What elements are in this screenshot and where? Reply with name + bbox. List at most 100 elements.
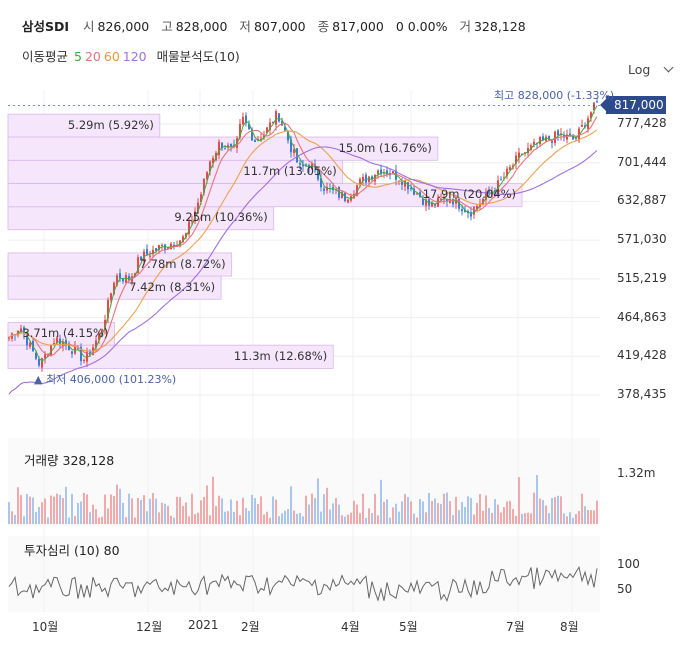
volume-bar — [158, 512, 160, 524]
volume-bar — [518, 477, 520, 524]
candle-body — [212, 158, 214, 164]
candle-body — [515, 155, 517, 164]
volume-bar — [443, 493, 445, 524]
volume-bar — [185, 502, 187, 524]
volume-bar — [119, 488, 121, 524]
volume-panel-label: 거래량 — [24, 453, 59, 468]
volume-profile-label: 11.7m (13.05%) — [243, 163, 337, 178]
volume-bar — [140, 499, 142, 524]
volume-bar — [194, 514, 196, 524]
volume-bar — [536, 475, 538, 524]
volume-bar — [365, 517, 367, 524]
volume-bar — [188, 516, 190, 524]
volume-bar — [404, 494, 406, 524]
candle-body — [317, 169, 319, 180]
volume-bar — [263, 514, 265, 524]
candle-body — [134, 273, 136, 277]
volume-bar — [431, 501, 433, 524]
x-axis-label: 5월 — [399, 620, 418, 634]
candle-body — [413, 188, 415, 195]
volume-bar — [593, 510, 595, 524]
candle-body — [86, 351, 88, 362]
volume-bar — [35, 512, 37, 524]
volume-bar — [473, 514, 475, 524]
volume-bar — [314, 498, 316, 524]
candle-body — [482, 198, 484, 205]
candle-body — [485, 191, 487, 200]
volume-bar — [290, 486, 292, 524]
volume-bar — [542, 499, 544, 524]
candle-body — [581, 125, 583, 127]
x-axis-label: 8월 — [560, 620, 579, 634]
volume-bar — [29, 496, 31, 524]
candle-body — [35, 352, 37, 359]
volume-bar — [266, 511, 268, 524]
high-label: 고 — [161, 19, 173, 34]
candle-body — [167, 247, 169, 249]
candle-body — [596, 101, 598, 103]
volume-bar — [230, 499, 232, 524]
candle-body — [38, 359, 40, 366]
volume-bar — [227, 511, 229, 524]
volume-profile-legend[interactable]: 매물분석도(10) — [156, 49, 240, 64]
ma5-line — [8, 105, 598, 362]
candle-body — [473, 207, 475, 215]
volume-bar — [569, 512, 571, 524]
candle-body — [356, 185, 358, 196]
volume-bar — [68, 517, 70, 524]
candle-body — [503, 177, 505, 179]
volume-bar — [134, 517, 136, 524]
volume-bar — [449, 501, 451, 524]
volume-profile-label: 9.25m (10.36%) — [174, 210, 268, 225]
volume-bar — [278, 516, 280, 524]
ma60-line — [8, 129, 598, 352]
volume-label: 거 — [459, 19, 471, 34]
volume-bar — [143, 495, 145, 524]
candle-body — [188, 221, 190, 235]
volume-profile-label: 5.29m (5.92%) — [67, 117, 154, 132]
candle-body — [446, 199, 448, 202]
volume-bar — [587, 510, 589, 524]
candle-body — [431, 202, 433, 207]
volume-bar — [203, 497, 205, 524]
volume-bar — [110, 494, 112, 524]
candle-body — [299, 163, 301, 165]
candle-body — [41, 358, 43, 368]
current-price-tag: 817,000 — [600, 96, 666, 114]
candle-body — [392, 171, 394, 174]
volume-profile-bar — [7, 136, 439, 161]
volume-bar — [215, 505, 217, 524]
candle-body — [557, 130, 559, 136]
ma-5: 5 — [74, 49, 82, 64]
y-tick-label: 515,219 — [617, 270, 667, 285]
candle-body — [404, 180, 406, 187]
volume-bar — [458, 510, 460, 524]
volume-bar — [425, 512, 427, 524]
candle-body — [128, 276, 130, 281]
volume-bar — [371, 513, 373, 524]
candle-body — [566, 134, 568, 140]
candle-body — [386, 170, 388, 175]
volume-bar — [224, 511, 226, 524]
candle-body — [497, 180, 499, 194]
x-axis-label: 7월 — [506, 620, 525, 634]
volume-bar — [470, 498, 472, 524]
volume-bar — [17, 487, 19, 524]
volume-bar — [554, 497, 556, 524]
candle-body — [506, 168, 508, 176]
volume-bar — [113, 496, 115, 524]
volume-value: 328,128 — [473, 19, 526, 34]
candle-body — [320, 178, 322, 188]
volume-bar — [419, 498, 421, 524]
volume-bar — [281, 513, 283, 524]
candle-body — [263, 134, 265, 138]
candle-body — [242, 116, 244, 125]
y-tick-label: 571,030 — [617, 232, 667, 247]
candle-body — [380, 169, 382, 175]
ma-legend[interactable]: 이동평균 5 20 60 120 매물분석도(10) — [22, 46, 246, 65]
candle-body — [530, 145, 532, 150]
candle-body — [377, 170, 379, 175]
candle-body — [284, 126, 286, 131]
scale-selector[interactable]: Log — [628, 62, 651, 77]
